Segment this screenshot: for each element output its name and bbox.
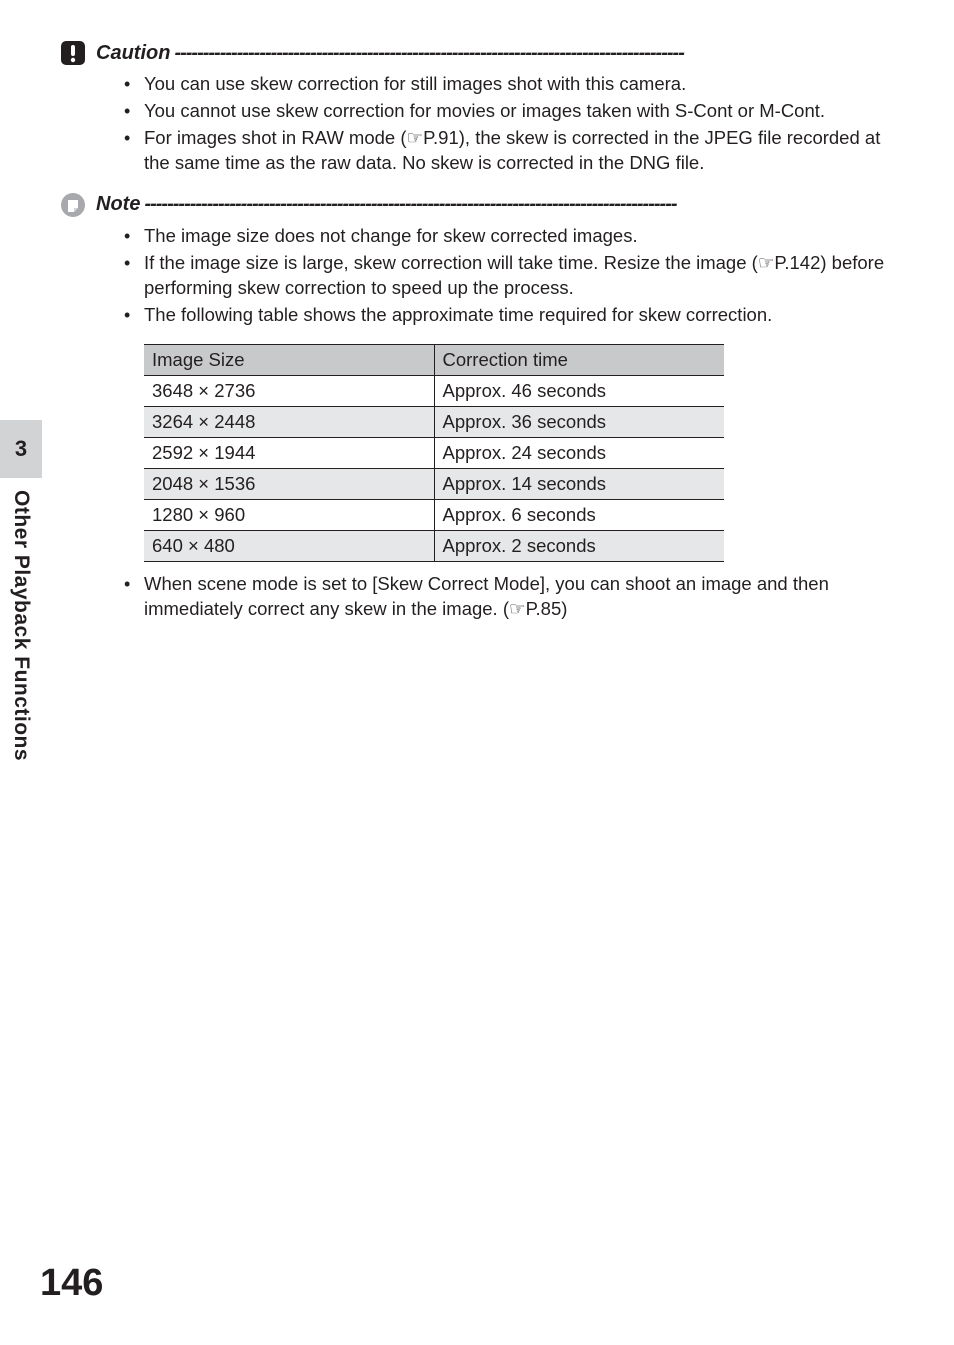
caution-label: Caution: [96, 42, 170, 65]
table-cell-size: 1280 × 960: [144, 499, 434, 530]
chapter-number: 3: [15, 436, 27, 462]
table-row: 3648 × 2736Approx. 46 seconds: [144, 375, 724, 406]
table-cell-time: Approx. 46 seconds: [434, 375, 724, 406]
table-cell-size: 3648 × 2736: [144, 375, 434, 406]
table-row: 3264 × 2448Approx. 36 seconds: [144, 406, 724, 437]
note-heading: Note -----------------------------------…: [60, 192, 894, 218]
list-item: If the image size is large, skew correct…: [122, 251, 894, 301]
table-cell-size: 3264 × 2448: [144, 406, 434, 437]
note-list-after: When scene mode is set to [Skew Correct …: [110, 572, 894, 622]
caution-heading: Caution --------------------------------…: [60, 40, 894, 66]
table-row: 1280 × 960Approx. 6 seconds: [144, 499, 724, 530]
list-item: You can use skew correction for still im…: [122, 72, 894, 97]
note-list-before: The image size does not change for skew …: [110, 224, 894, 328]
chapter-title: Other Playback Functions: [9, 490, 33, 761]
table-cell-time: Approx. 24 seconds: [434, 437, 724, 468]
list-item: You cannot use skew correction for movie…: [122, 99, 894, 124]
table-row: 2048 × 1536Approx. 14 seconds: [144, 468, 724, 499]
table-cell-size: 640 × 480: [144, 530, 434, 561]
table-cell-size: 2592 × 1944: [144, 437, 434, 468]
table-cell-time: Approx. 36 seconds: [434, 406, 724, 437]
table-cell-size: 2048 × 1536: [144, 468, 434, 499]
caution-dashes: ----------------------------------------…: [174, 42, 894, 65]
table-header: Image Size: [144, 344, 434, 375]
list-item: When scene mode is set to [Skew Correct …: [122, 572, 894, 622]
exclamation-icon: [60, 40, 86, 66]
table-cell-time: Approx. 6 seconds: [434, 499, 724, 530]
table-row: 640 × 480Approx. 2 seconds: [144, 530, 724, 561]
table-cell-time: Approx. 14 seconds: [434, 468, 724, 499]
chapter-number-box: 3: [0, 420, 42, 478]
caution-list: You can use skew correction for still im…: [110, 72, 894, 176]
note-dashes: ----------------------------------------…: [144, 193, 894, 216]
page-number: 146: [40, 1262, 103, 1305]
list-item: The following table shows the approximat…: [122, 303, 894, 328]
table-header: Correction time: [434, 344, 724, 375]
list-item: The image size does not change for skew …: [122, 224, 894, 249]
note-label: Note: [96, 193, 140, 216]
memo-icon: [60, 192, 86, 218]
table-cell-time: Approx. 2 seconds: [434, 530, 724, 561]
table-row: 2592 × 1944Approx. 24 seconds: [144, 437, 724, 468]
chapter-side-tab: 3 Other Playback Functions: [0, 420, 42, 761]
list-item: For images shot in RAW mode (☞P.91), the…: [122, 126, 894, 176]
correction-time-table: Image Size Correction time 3648 × 2736Ap…: [144, 344, 724, 562]
